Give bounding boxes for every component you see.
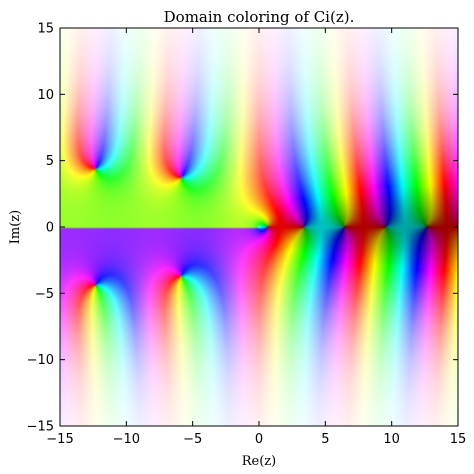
plot-area (60, 28, 458, 426)
y-tick-label: 5 (46, 154, 54, 169)
domain-coloring-heatmap (60, 28, 458, 426)
y-tick-label: 0 (46, 221, 54, 236)
x-tick-label: 5 (321, 432, 329, 447)
x-axis-label: Re(z) (242, 454, 276, 469)
x-tick-label: −10 (113, 432, 140, 447)
chart-title: Domain coloring of Ci(z). (164, 8, 355, 26)
x-tick-label: −5 (183, 432, 202, 447)
y-tick-label: −5 (35, 287, 54, 302)
y-tick-label: −10 (27, 353, 54, 368)
y-tick-label: −15 (27, 420, 54, 435)
y-tick-label: 10 (37, 88, 54, 103)
y-axis-label: Im(z) (8, 210, 23, 244)
x-tick-label: 10 (383, 432, 400, 447)
x-tick-label: 0 (255, 432, 263, 447)
x-tick-label: 15 (450, 432, 467, 447)
x-axis-ticks: −15 −10 −5 0 5 10 15 (46, 28, 466, 447)
y-axis-ticks: −15 −10 −5 0 5 10 15 (27, 22, 458, 435)
x-tick-label: −15 (46, 432, 73, 447)
y-tick-label: 15 (37, 22, 54, 37)
